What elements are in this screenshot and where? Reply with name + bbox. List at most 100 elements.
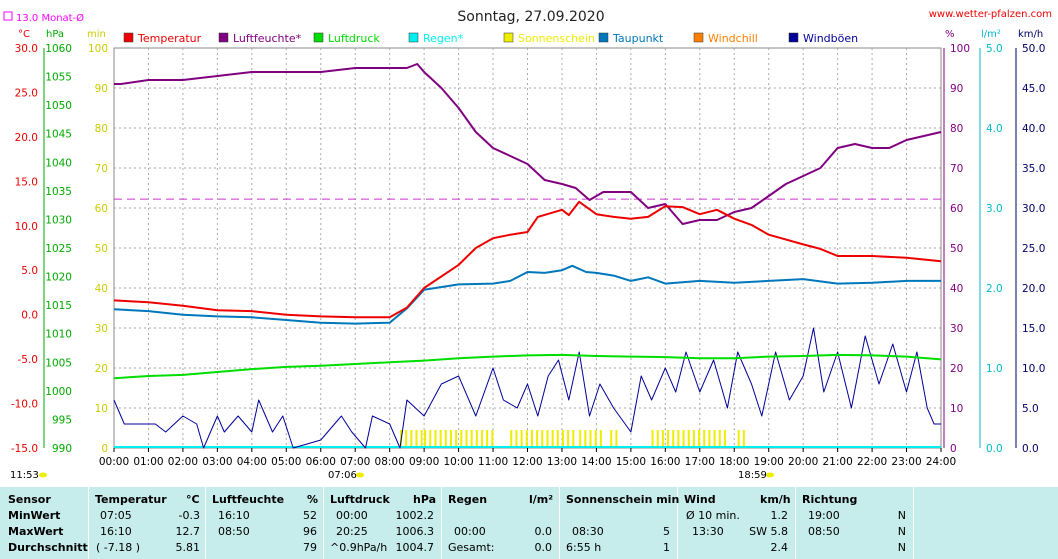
sunshine-bar [661, 430, 664, 448]
sunshine-bar [541, 430, 544, 448]
header-humidity: Luftfeuchte [212, 493, 285, 506]
header-wind-unit: km/h [760, 493, 791, 506]
chart-grid [113, 47, 942, 449]
wind-tick-label: 20.0 [1022, 283, 1045, 295]
sunshine-bar [410, 430, 413, 448]
wind-tick-label: 40.0 [1022, 123, 1045, 135]
weather-chart: 00:00 01:00 02:00 03:00 04:00 05:00 06:00 07:00… [3, 9, 1052, 481]
legend-label: Temperatur [137, 32, 202, 45]
sunshine-bar [708, 430, 711, 448]
x-tick-label: 07:00 [340, 456, 370, 468]
temperature-tick-label: -15.0 [11, 443, 38, 455]
sunshine-bar [444, 430, 447, 448]
row-avg-press-val: 1004.7 [395, 541, 435, 554]
row-avg-sun-val: 1 [663, 541, 670, 554]
temperature-tick-label: 30.0 [15, 43, 38, 55]
wind-tick-label: 35.0 [1022, 163, 1045, 175]
pressure-tick-label: 1025 [45, 243, 72, 255]
x-tick-label: 09:00 [409, 456, 439, 468]
sunshine-bar [682, 430, 685, 448]
pressure-tick-label: 1040 [45, 157, 72, 169]
sunshine-bar [594, 430, 597, 448]
humidity-tick-label: 10 [950, 403, 963, 415]
sunshine-tick-label: 10 [95, 403, 108, 415]
temperature-tick-label: 20.0 [15, 132, 38, 144]
x-tick-label: 06:00 [306, 456, 336, 468]
humidity-tick-label: 20 [950, 363, 963, 375]
pressure-tick-label: 995 [52, 414, 72, 426]
humidity-tick-label: 90 [950, 83, 963, 95]
legend-swatch [693, 32, 704, 43]
pressure-tick-label: 1030 [45, 214, 72, 226]
sunshine-bar [589, 430, 592, 448]
row-min-hum-time: 16:10 [218, 509, 250, 522]
rain-tick-label: 4.0 [986, 123, 1003, 135]
sunshine-bar [698, 430, 701, 448]
temperature-tick-label: 0.0 [21, 310, 38, 322]
sunshine-tick-label: 100 [88, 43, 108, 55]
pressure-tick-label: 1020 [45, 272, 72, 284]
series-line [113, 200, 942, 319]
sun-icon [39, 472, 47, 478]
row-avg-label: Durchschnitt [8, 541, 88, 554]
x-tick-label: 21:00 [822, 456, 852, 468]
legend-swatch [313, 32, 324, 43]
sunshine-bar [713, 430, 716, 448]
wind-tick-label: 15.0 [1022, 323, 1045, 335]
legend-swatch [788, 32, 799, 43]
row-min-wind-time: Ø 10 min. [686, 509, 740, 522]
unit-percent: % [945, 29, 955, 40]
legend-swatch [123, 32, 134, 43]
sunshine-bar [439, 430, 442, 448]
legend-label: Regen* [423, 32, 464, 45]
sunshine-bar [737, 430, 740, 448]
wind-tick-label: 30.0 [1022, 203, 1045, 215]
sunshine-bar [475, 430, 478, 448]
x-tick-label: 22:00 [857, 456, 887, 468]
series-line [113, 327, 941, 449]
unit-hpa: hPa [46, 29, 64, 40]
unit-min: min [87, 29, 106, 40]
x-tick-label: 14:00 [581, 456, 611, 468]
x-tick-label: 01:00 [133, 456, 163, 468]
sunrise-icon [356, 472, 364, 478]
sunshine-bar [429, 430, 432, 448]
unit-celsius: °C [18, 29, 30, 40]
statistics-table: Sensor Temperatur °C Luftfeuchte % Luftd… [0, 486, 1058, 559]
row-min-label: MinWert [8, 509, 61, 522]
legend-swatch [408, 32, 419, 43]
sunset-icon [766, 472, 774, 478]
row-max-temp-val: 12.7 [175, 525, 201, 538]
temperature-tick-label: 10.0 [15, 221, 38, 233]
header-sensor: Sensor [8, 493, 51, 506]
sunshine-bar [667, 430, 670, 448]
sunshine-bar [672, 430, 675, 448]
row-min-press-val: 1002.2 [395, 509, 435, 522]
pressure-tick-label: 1010 [45, 329, 72, 341]
sunshine-bar [465, 430, 468, 448]
wind-tick-label: 45.0 [1022, 83, 1045, 95]
row-max-rain-time: 00:00 [454, 525, 486, 538]
sunshine-bar [567, 430, 570, 448]
row-max-hum-val: 96 [303, 525, 317, 538]
legend-label: Luftfeuchte* [233, 32, 302, 45]
sunshine-bar [420, 430, 423, 448]
row-max-press-val: 1006.3 [395, 525, 435, 538]
sunshine-bar [551, 430, 554, 448]
x-tick-label: 19:00 [754, 456, 784, 468]
humidity-tick-label: 70 [950, 163, 963, 175]
sunshine-bar [651, 430, 654, 448]
wind-tick-label: 10.0 [1022, 363, 1045, 375]
sunshine-bar [510, 430, 513, 448]
x-tick-label: 02:00 [168, 456, 198, 468]
header-wind: Wind [684, 493, 716, 506]
wind-tick-label: 5.0 [1022, 403, 1039, 415]
humidity-tick-label: 100 [950, 43, 970, 55]
sunshine-bar [515, 430, 518, 448]
sunshine-bar [434, 430, 437, 448]
row-max-rain-val: 0.0 [534, 525, 553, 538]
sunshine-bar [449, 430, 452, 448]
website-label[interactable]: www.wetter-pfalzen.com [929, 9, 1052, 20]
sunshine-bar [579, 430, 582, 448]
sunshine-bar [572, 430, 575, 448]
